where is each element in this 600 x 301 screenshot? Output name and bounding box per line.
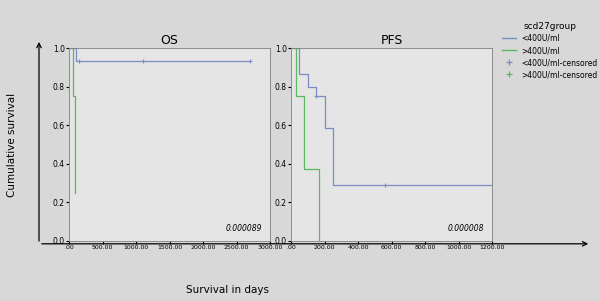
Text: 0.000089: 0.000089 — [226, 224, 262, 233]
Title: PFS: PFS — [380, 34, 403, 47]
Text: Survival in days: Survival in days — [187, 285, 269, 295]
Title: OS: OS — [161, 34, 178, 47]
Legend: <400U/ml, >400U/ml, <400U/ml-censored, >400U/ml-censored: <400U/ml, >400U/ml, <400U/ml-censored, >… — [499, 19, 600, 82]
Text: 0.000008: 0.000008 — [448, 224, 484, 233]
Text: Cumulative survival: Cumulative survival — [7, 92, 17, 197]
